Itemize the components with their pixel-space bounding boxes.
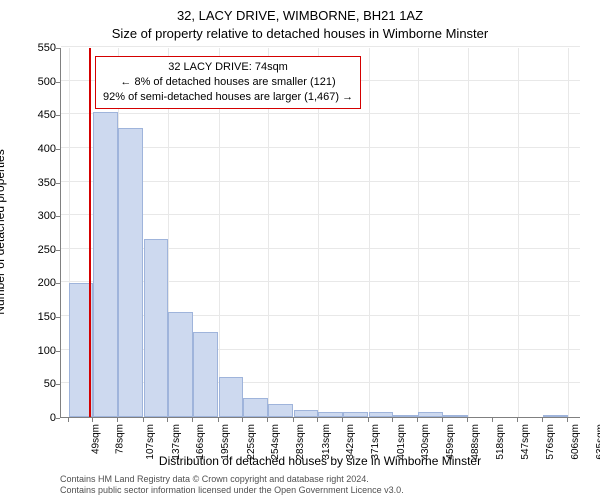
y-tick-label: 50 <box>16 378 56 390</box>
gridline-v <box>518 48 519 417</box>
histogram-bar <box>418 412 443 417</box>
x-tick-mark <box>417 418 418 422</box>
y-tick-mark <box>56 82 60 83</box>
y-tick-mark <box>56 250 60 251</box>
x-tick-mark <box>167 418 168 422</box>
annotation-line: ← 8% of detached houses are smaller (121… <box>103 75 353 90</box>
gridline-v <box>568 48 569 417</box>
x-tick-label: 78sqm <box>115 424 126 454</box>
x-tick-mark <box>392 418 393 422</box>
x-tick-label: 635sqm <box>595 424 600 460</box>
x-tick-mark <box>117 418 118 422</box>
histogram-bar <box>144 239 169 417</box>
y-tick-mark <box>56 283 60 284</box>
x-tick-mark <box>442 418 443 422</box>
x-tick-mark <box>143 418 144 422</box>
gridline-h <box>61 113 580 114</box>
footer-attribution: Contains HM Land Registry data © Crown c… <box>60 474 404 497</box>
x-tick-mark <box>567 418 568 422</box>
footer-line-1: Contains HM Land Registry data © Crown c… <box>60 474 404 485</box>
histogram-bar <box>93 112 118 417</box>
x-tick-mark <box>293 418 294 422</box>
y-tick-label: 0 <box>16 412 56 424</box>
x-tick-mark <box>267 418 268 422</box>
histogram-bar <box>243 398 268 417</box>
histogram-bar <box>118 128 143 417</box>
y-tick-label: 200 <box>16 277 56 289</box>
y-tick-label: 250 <box>16 244 56 256</box>
y-tick-label: 450 <box>16 109 56 121</box>
y-tick-label: 500 <box>16 76 56 88</box>
x-tick-mark <box>467 418 468 422</box>
y-tick-label: 550 <box>16 42 56 54</box>
y-tick-label: 100 <box>16 345 56 357</box>
x-tick-mark <box>492 418 493 422</box>
y-tick-mark <box>56 317 60 318</box>
gridline-v <box>418 48 419 417</box>
histogram-bar <box>219 377 244 417</box>
histogram-bar <box>268 404 293 417</box>
histogram-bar <box>393 415 418 417</box>
y-tick-mark <box>56 115 60 116</box>
histogram-bar <box>369 412 394 417</box>
x-tick-mark <box>542 418 543 422</box>
y-tick-mark <box>56 418 60 419</box>
gridline-h <box>61 46 580 47</box>
y-tick-mark <box>56 351 60 352</box>
histogram-bar <box>168 312 193 417</box>
gridline-v <box>369 48 370 417</box>
annotation-box: 32 LACY DRIVE: 74sqm← 8% of detached hou… <box>95 56 361 109</box>
x-tick-mark <box>342 418 343 422</box>
footer-line-2: Contains public sector information licen… <box>60 485 404 496</box>
y-tick-mark <box>56 149 60 150</box>
x-tick-mark <box>68 418 69 422</box>
histogram-bar <box>543 415 568 417</box>
x-tick-mark <box>317 418 318 422</box>
histogram-bar <box>294 410 319 417</box>
x-tick-mark <box>242 418 243 422</box>
histogram-bar <box>443 415 468 417</box>
gridline-v <box>468 48 469 417</box>
x-axis-label: Distribution of detached houses by size … <box>60 454 580 468</box>
y-axis-label: Number of detached properties <box>0 82 7 382</box>
x-tick-mark <box>192 418 193 422</box>
annotation-line: 32 LACY DRIVE: 74sqm <box>103 60 353 75</box>
y-tick-mark <box>56 48 60 49</box>
y-tick-label: 150 <box>16 311 56 323</box>
y-tick-label: 350 <box>16 177 56 189</box>
x-tick-label: 49sqm <box>90 424 101 454</box>
y-tick-mark <box>56 183 60 184</box>
x-tick-mark <box>92 418 93 422</box>
y-tick-label: 400 <box>16 143 56 155</box>
histogram-bar <box>193 332 218 417</box>
y-tick-mark <box>56 216 60 217</box>
chart-supertitle: 32, LACY DRIVE, WIMBORNE, BH21 1AZ <box>0 8 600 23</box>
chart-title: Size of property relative to detached ho… <box>0 26 600 41</box>
histogram-bar <box>318 412 343 417</box>
x-tick-mark <box>218 418 219 422</box>
y-tick-mark <box>56 384 60 385</box>
chart-container: 32, LACY DRIVE, WIMBORNE, BH21 1AZ Size … <box>0 0 600 500</box>
y-tick-label: 300 <box>16 210 56 222</box>
annotation-line: 92% of semi-detached houses are larger (… <box>103 90 353 105</box>
histogram-bar <box>343 412 368 417</box>
x-tick-mark <box>368 418 369 422</box>
reference-line <box>89 48 91 417</box>
x-tick-mark <box>517 418 518 422</box>
